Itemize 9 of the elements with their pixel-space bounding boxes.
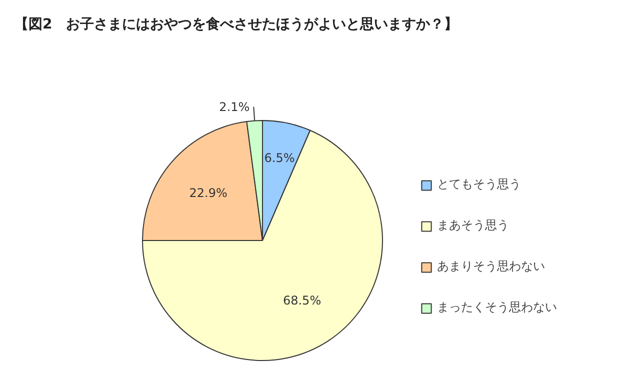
chart-title: 【図2 お子さまにはおやつを食べさせたほうがよいと思いますか？】 [14, 16, 458, 32]
data-label: 68.5% [282, 294, 322, 308]
legend-label: まあそう思う [437, 217, 509, 234]
data-label: 6.5% [264, 151, 295, 166]
legend-label: まったくそう思わない [437, 299, 557, 316]
data-label: 22.9% [189, 186, 228, 200]
data-label: 2.1% [219, 100, 250, 114]
legend-label: とてもそう思う [437, 176, 521, 193]
legend-label: あまりそう思わない [437, 258, 545, 275]
